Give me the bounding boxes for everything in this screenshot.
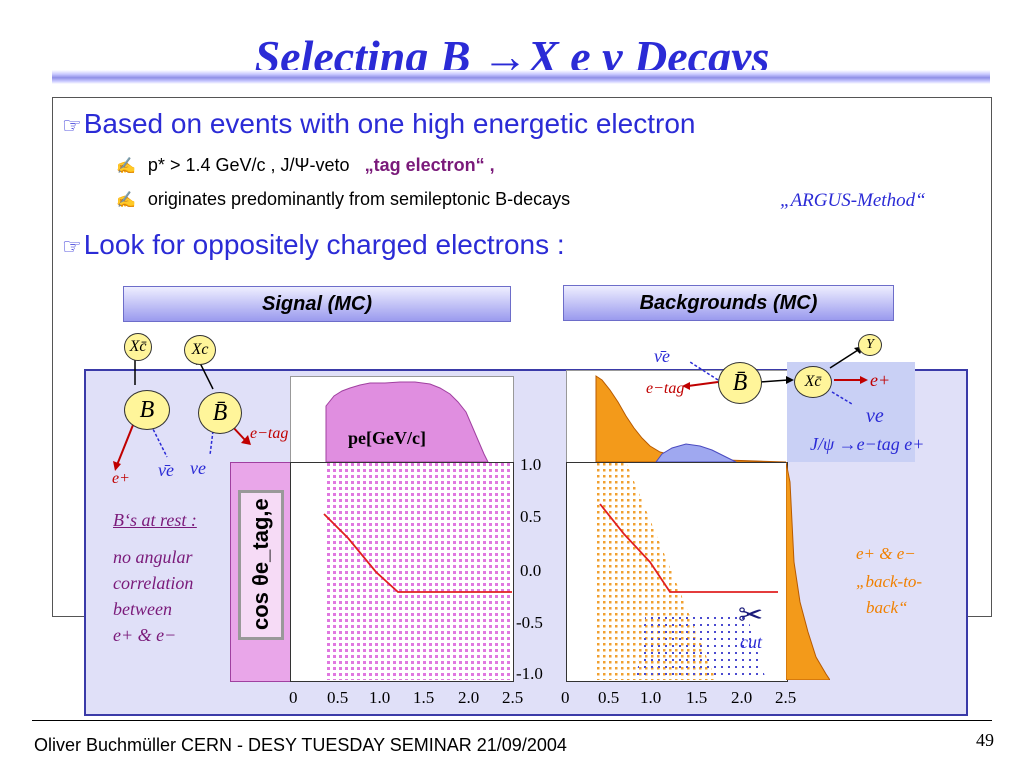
bg-nubar-label: ν̄e xyxy=(654,346,670,366)
note-line-4: e+ & e− xyxy=(113,625,177,645)
bg-x-tick-5: 2.0 xyxy=(731,688,753,707)
signal-x-tick-3: 1.0 xyxy=(369,688,391,707)
back-to-back-line-1: e+ & e− xyxy=(856,544,916,563)
signal-x-tick-1: 0 xyxy=(289,688,298,707)
bg-x-tick-1: 0 xyxy=(561,688,570,707)
signal-y-tick-4: -0.5 xyxy=(516,613,543,632)
back-to-back-line-2: „back-to- xyxy=(856,572,923,591)
sub-bullet-2-text: originates predominantly from semilepton… xyxy=(147,189,571,209)
signal-e-tag-label: e−tag xyxy=(250,425,289,442)
signal-momentum-histogram xyxy=(325,381,489,462)
title-underline xyxy=(52,70,990,84)
backgrounds-header: Backgrounds (MC) xyxy=(563,285,894,321)
note-line-3: between xyxy=(113,599,172,619)
b-at-rest-note-title: B‘s at rest : xyxy=(113,510,197,530)
signal-nubar-label: ν̄e xyxy=(158,460,174,480)
bullet-2-text: Look for oppositely charged electrons : xyxy=(83,229,565,260)
y-node: Y xyxy=(858,334,882,356)
signal-x-tick-6: 2.5 xyxy=(502,688,524,707)
signal-y-tick-5: -1.0 xyxy=(516,664,543,683)
xc-node: Xc xyxy=(184,335,216,365)
bullet-1: ☞Based on events with one high energetic… xyxy=(62,108,695,140)
b-node: B xyxy=(124,390,170,430)
bg-x-tick-4: 1.5 xyxy=(686,688,708,707)
signal-scatter-plot xyxy=(323,462,512,680)
signal-x-tick-4: 1.5 xyxy=(413,688,435,707)
bg-nu-label: νe xyxy=(866,405,884,427)
sub-bullet-1-text: p* > 1.4 GeV/c , J/Ψ-veto xyxy=(147,155,350,175)
bg-scatter-plot xyxy=(596,462,778,680)
bg-bbar-node: B̄ xyxy=(718,362,762,404)
back-to-back-line-3: back“ xyxy=(866,598,908,617)
jpsi-decay-label: J/ψ →e−tag e+ xyxy=(810,434,925,454)
footer-text: Oliver Buchmüller CERN - DESY TUESDAY SE… xyxy=(34,735,567,755)
sub-bullet-2: ✍ originates predominantly from semilepto… xyxy=(116,189,570,210)
cos-label-box xyxy=(238,490,284,640)
argus-method-label: „ARGUS-Method“ xyxy=(780,190,926,211)
bg-e-tag-label: e−tag xyxy=(646,380,685,397)
bg-cos-histogram xyxy=(785,461,831,681)
signal-y-tick-1: 1.0 xyxy=(520,455,542,474)
bg-momentum-histogram xyxy=(595,375,786,462)
signal-y-tick-3: 0.0 xyxy=(520,561,542,580)
xc-bar-node: Xc̄ xyxy=(124,333,152,361)
signal-x-tick-2: 0.5 xyxy=(327,688,349,707)
scissors-icon: ✂ xyxy=(738,599,764,632)
bg-cos-histogram-shape xyxy=(785,461,831,681)
signal-nu-label: νe xyxy=(190,458,206,478)
footer-rule xyxy=(32,720,992,721)
note-line-2: correlation xyxy=(113,573,194,593)
cos-theta-axis-label: cos θe_tag,e xyxy=(248,498,273,630)
signal-y-tick-2: 0.5 xyxy=(520,507,542,526)
sub-bullet-1: ✍ p* > 1.4 GeV/c , J/Ψ-veto „tag electron… xyxy=(116,155,495,176)
pointing-hand-icon: ☞ xyxy=(62,113,82,138)
bullet-1-text: Based on events with one high energetic … xyxy=(83,108,696,139)
signal-x-tick-5: 2.0 xyxy=(458,688,480,707)
bg-xc-node: Xc̄ xyxy=(794,366,832,398)
bg-x-tick-6: 2.5 xyxy=(775,688,797,707)
bg-e-plus-label: e+ xyxy=(870,370,891,390)
tag-electron-label: „tag electron“ , xyxy=(364,155,495,175)
note-line-1: no angular xyxy=(113,547,193,567)
pe-axis-label: pe[GeV/c] xyxy=(348,428,426,448)
signal-header: Signal (MC) xyxy=(123,286,511,322)
page-number: 49 xyxy=(976,730,994,750)
bbar-node: B̄ xyxy=(198,392,242,434)
bg-x-tick-3: 1.0 xyxy=(640,688,662,707)
signal-e-plus-label: e+ xyxy=(112,470,130,487)
pointing-hand-icon: ☞ xyxy=(62,234,82,259)
bg-x-tick-2: 0.5 xyxy=(598,688,620,707)
bullet-2: ☞Look for oppositely charged electrons : xyxy=(62,229,565,261)
pen-icon: ✍ xyxy=(116,158,136,175)
cut-label: cut xyxy=(740,632,762,652)
pen-icon: ✍ xyxy=(116,192,136,209)
